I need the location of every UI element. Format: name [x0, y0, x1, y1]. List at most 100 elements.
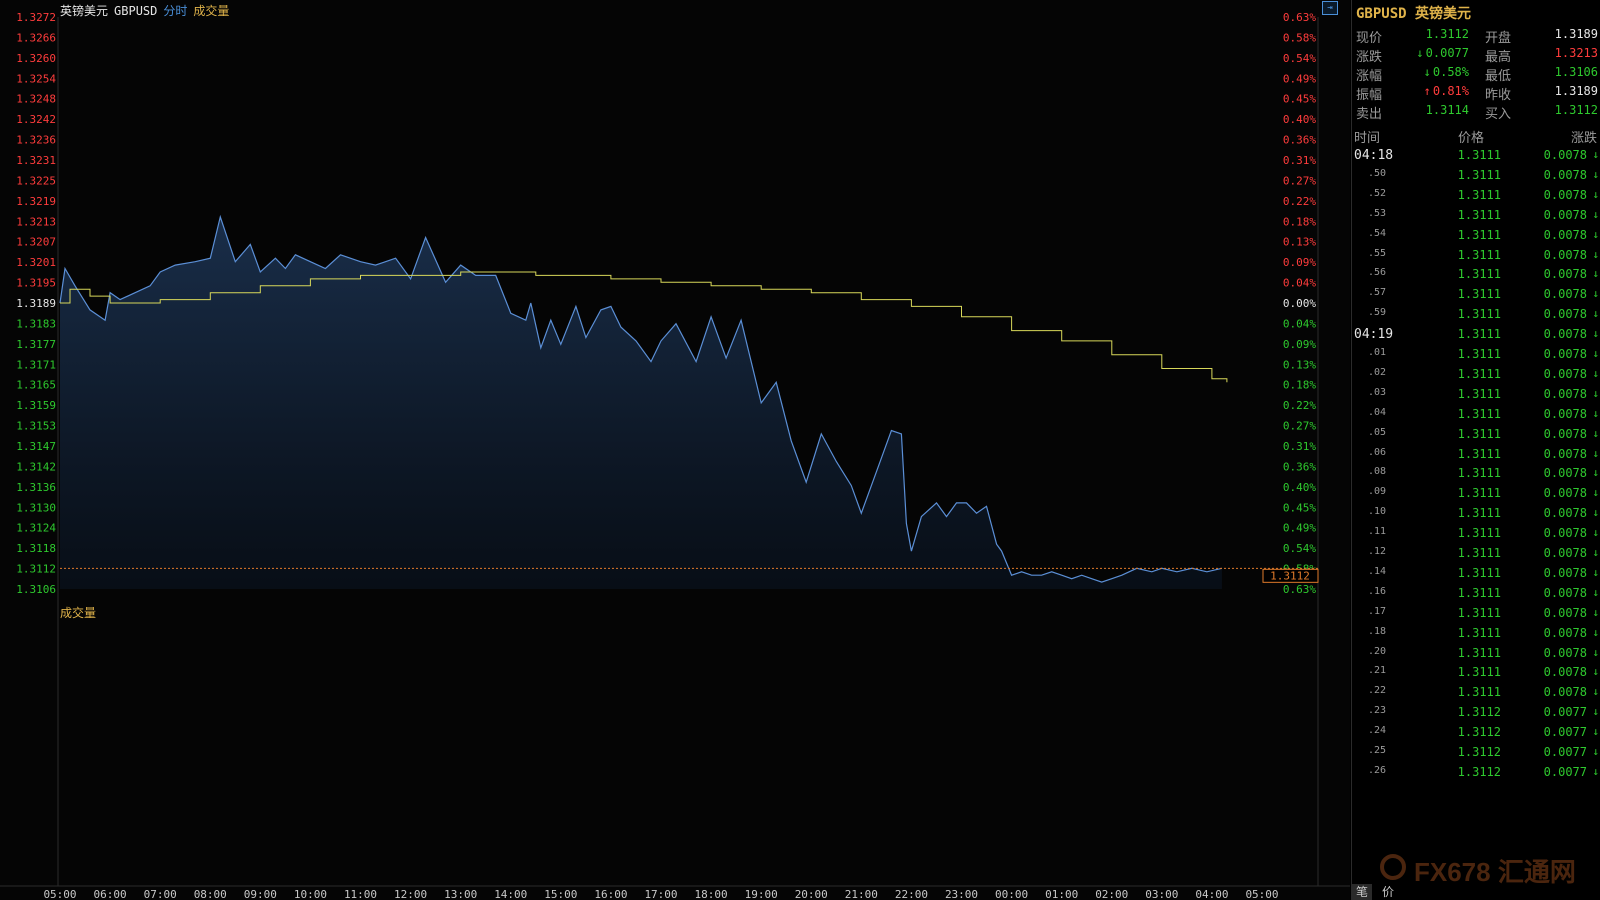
y-pct-label: 0.04% [1283, 317, 1316, 330]
arrow-down-icon: ↓ [1592, 366, 1599, 380]
y-pct-label: 0.45% [1283, 501, 1316, 514]
tick-row: .03 1.3111 0.0078 ↓ [1352, 387, 1600, 407]
x-tick-label: 00:00 [995, 888, 1028, 900]
tick-time: .06 [1368, 446, 1387, 458]
tick-price: 1.3112 [1457, 764, 1501, 779]
y-tick-label: 1.3159 [16, 399, 56, 412]
y-pct-label: 0.27% [1283, 174, 1316, 187]
arrow-down-icon: ↓ [1592, 207, 1599, 221]
tick-row: .50 1.3111 0.0078 ↓ [1352, 168, 1600, 188]
arrow-down-icon: ↓ [1592, 347, 1599, 360]
tick-column-header: 时间 价格 涨跌 [1352, 127, 1600, 146]
y-pct-label: 0.22% [1283, 399, 1316, 412]
arrow-down-icon: ↓ [1592, 705, 1599, 719]
export-icon[interactable]: ⇥ [1322, 1, 1338, 15]
tick-row: .20 1.3111 0.0078 ↓ [1352, 646, 1600, 666]
x-tick-label: 10:00 [294, 888, 327, 900]
tick-time: .11 [1368, 526, 1387, 538]
y-tick-label: 1.3165 [16, 379, 56, 392]
tick-price: 1.3111 [1457, 247, 1501, 262]
chart-area[interactable]: 1.3272 1.3266 1.3260 1.3254 1.3248 1.3242 1.32… [0, 0, 1350, 900]
tick-time: .09 [1368, 486, 1387, 498]
quote-value: ↑ 0.81% [1423, 84, 1469, 98]
tick-time: .20 [1368, 645, 1387, 657]
y-tick-label: 1.3195 [16, 277, 56, 290]
tab-trades[interactable]: 笔 [1352, 884, 1373, 900]
tick-row: .16 1.3111 0.0078 ↓ [1352, 586, 1600, 606]
x-tick-label: 12:00 [394, 888, 427, 900]
quote-label: 卖出 [1356, 107, 1383, 122]
tick-change: 0.0078 [1543, 227, 1587, 242]
tick-change: 0.0078 [1543, 386, 1587, 401]
tick-price: 1.3111 [1457, 386, 1501, 401]
arrow-down-icon: ↓ [1416, 46, 1424, 60]
volume-label: 成交量 [60, 606, 97, 620]
y-pct-label: 0.49% [1283, 72, 1316, 85]
tick-change: 0.0078 [1543, 466, 1587, 481]
x-tick-label: 07:00 [144, 888, 177, 900]
quote-value: 1.3189 [1554, 27, 1598, 41]
arrow-down-icon: ↓ [1592, 327, 1599, 341]
x-tick-label: 22:00 [895, 888, 928, 900]
tick-change: 0.0078 [1543, 645, 1587, 660]
arrow-down-icon: ↓ [1592, 764, 1599, 778]
tick-change: 0.0078 [1543, 446, 1587, 461]
quote-label: 最高 [1485, 50, 1512, 65]
y-pct-label: 0.31% [1283, 440, 1316, 453]
tick-time: .04 [1368, 406, 1387, 418]
tick-time: .56 [1368, 267, 1387, 279]
bottom-tabs: 笔 价 [1352, 884, 1600, 900]
y-pct-label: 0.54% [1283, 52, 1316, 65]
instrument-symbol: GBPUSD [114, 4, 158, 18]
y-tick-label: 1.3106 [16, 583, 56, 596]
tick-price: 1.3111 [1457, 585, 1501, 600]
tick-change: 0.0078 [1543, 187, 1587, 202]
mode-intraday[interactable]: 分时 [163, 4, 188, 18]
tick-price: 1.3111 [1457, 426, 1501, 441]
y-tick-label: 1.3213 [16, 215, 56, 228]
y-pct-label: 0.40% [1283, 113, 1316, 126]
tick-time: .12 [1368, 546, 1387, 557]
intraday-chart[interactable]: 1.3272 1.3266 1.3260 1.3254 1.3248 1.3242 1.32… [0, 0, 1350, 900]
tick-price: 1.3111 [1457, 565, 1501, 580]
x-tick-label: 19:00 [745, 888, 778, 900]
chart-header: 英镑美元 GBPUSD 分时 成交量 [60, 2, 235, 19]
mode-volume[interactable]: 成交量 [193, 4, 230, 18]
tick-row: .56 1.3111 0.0078 ↓ [1352, 267, 1600, 287]
tick-change: 0.0078 [1543, 526, 1587, 541]
tick-price: 1.3112 [1457, 745, 1501, 759]
tick-row: .06 1.3111 0.0078 ↓ [1352, 447, 1600, 467]
tick-price: 1.3111 [1457, 685, 1501, 700]
x-tick-label: 23:00 [945, 888, 978, 900]
tick-row: .26 1.3112 0.0077 ↓ [1352, 765, 1600, 785]
tab-price[interactable]: 价 [1382, 885, 1395, 899]
arrow-down-icon: ↓ [1592, 386, 1599, 400]
quote-row: 现价 1.3112 开盘 1.3189 [1352, 27, 1600, 46]
arrow-down-icon: ↓ [1592, 625, 1599, 639]
tick-time: .14 [1368, 565, 1387, 577]
tick-row: .24 1.3112 0.0077 ↓ [1352, 725, 1600, 745]
y-pct-label: 0.54% [1283, 542, 1316, 555]
arrow-down-icon: ↓ [1592, 466, 1599, 480]
tick-row: .17 1.3111 0.0078 ↓ [1352, 606, 1600, 626]
tick-change: 0.0078 [1543, 486, 1587, 501]
y-tick-label: 1.3207 [16, 236, 56, 249]
arrow-down-icon: ↓ [1592, 506, 1599, 520]
y-tick-label: 1.3112 [16, 563, 56, 576]
tick-time: .23 [1368, 705, 1387, 717]
price-area-fill [60, 216, 1222, 589]
col-price: 价格 [1458, 131, 1485, 146]
arrow-down-icon: ↓ [1592, 267, 1599, 281]
tick-price: 1.3111 [1457, 546, 1501, 560]
y-tick-label: 1.3260 [16, 52, 56, 65]
tick-time: .26 [1368, 764, 1387, 776]
tick-change: 0.0078 [1543, 247, 1587, 262]
tick-time: 04:18 [1354, 148, 1394, 163]
quote-row: 卖出 1.3114 买入 1.3112 [1352, 103, 1600, 122]
y-tick-label: 1.3142 [16, 460, 56, 473]
tick-price: 1.3111 [1457, 625, 1501, 640]
quote-label: 昨收 [1485, 88, 1512, 103]
x-tick-label: 01:00 [1045, 888, 1078, 900]
tick-change: 0.0077 [1543, 705, 1587, 720]
tick-change: 0.0078 [1543, 267, 1587, 282]
